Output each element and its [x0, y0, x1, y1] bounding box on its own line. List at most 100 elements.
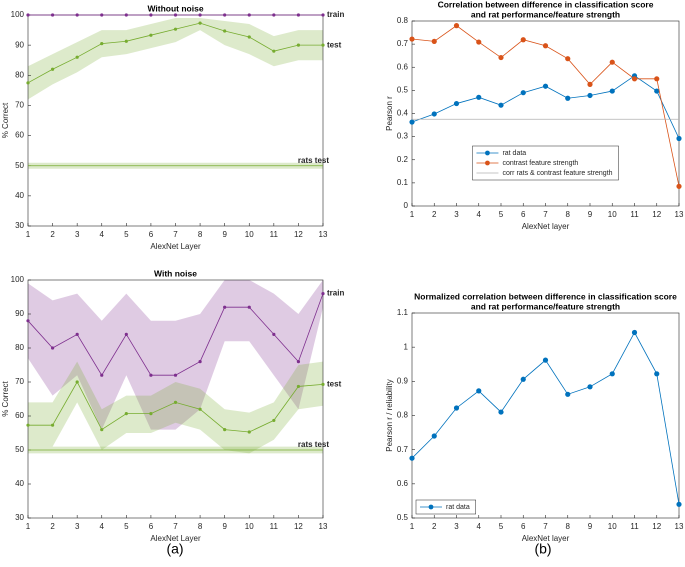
marker	[198, 407, 202, 411]
marker	[124, 39, 128, 43]
marker	[149, 13, 153, 17]
marker	[587, 92, 593, 99]
x-tick-label: 4	[477, 210, 482, 219]
series-label: rats test	[298, 440, 329, 449]
y-tick-label: 40	[15, 191, 24, 200]
marker	[75, 55, 79, 59]
marker	[50, 423, 55, 427]
legend-marker	[485, 160, 490, 166]
x-tick-label: 5	[124, 230, 129, 239]
marker	[247, 430, 251, 434]
marker	[26, 423, 30, 427]
y-tick-label: 40	[15, 479, 24, 488]
marker	[296, 384, 301, 389]
marker	[453, 23, 460, 29]
y-tick-label: 70	[15, 101, 24, 110]
x-tick-label: 10	[245, 230, 254, 239]
marker	[676, 183, 682, 189]
series-label: rats test	[298, 156, 329, 165]
marker	[272, 49, 276, 53]
x-tick-label: 12	[294, 230, 303, 239]
marker	[565, 391, 571, 397]
x-tick-label: 3	[75, 230, 80, 239]
x-axis-label: AlexNet Layer	[150, 242, 201, 251]
marker	[26, 13, 30, 17]
marker	[498, 102, 504, 108]
x-tick-label: 12	[652, 210, 661, 219]
y-axis-label: Pearson r / reliability	[385, 379, 394, 451]
x-tick-label: 11	[630, 522, 639, 531]
marker	[565, 56, 571, 62]
marker	[520, 37, 526, 43]
x-tick-label: 1	[410, 210, 415, 219]
x-tick-label: 13	[319, 522, 328, 531]
marker	[223, 13, 227, 17]
series-label: test	[327, 40, 342, 49]
y-tick-label: 30	[15, 513, 24, 522]
marker	[609, 88, 615, 94]
chart-title: Correlation between difference in classi…	[438, 0, 654, 9]
y-tick-label: 0.4	[397, 109, 409, 118]
marker	[431, 433, 437, 439]
y-tick-label: 30	[15, 221, 24, 230]
marker	[247, 305, 251, 309]
marker	[50, 346, 55, 350]
marker	[149, 373, 153, 377]
marker	[498, 409, 504, 415]
legend-label: rat data	[502, 150, 526, 157]
marker	[296, 43, 301, 47]
x-tick-label: 6	[149, 522, 154, 531]
series-label: train	[327, 10, 344, 19]
x-tick-label: 1	[410, 522, 415, 531]
x-tick-label: 9	[222, 522, 227, 531]
x-tick-label: 2	[50, 522, 55, 531]
y-tick-label: 70	[15, 377, 24, 386]
x-tick-label: 4	[100, 522, 105, 531]
x-tick-label: 6	[149, 230, 154, 239]
marker	[476, 39, 482, 45]
y-tick-label: 80	[15, 70, 24, 79]
marker	[296, 13, 301, 17]
y-tick-label: 1	[404, 342, 409, 351]
y-tick-label: 0.2	[397, 155, 409, 164]
marker	[654, 76, 660, 82]
marker	[223, 29, 227, 33]
x-tick-label: 9	[222, 230, 227, 239]
x-tick-label: 2	[432, 522, 437, 531]
y-tick-label: 0.1	[397, 178, 409, 187]
y-tick-label: 0.8	[397, 411, 409, 420]
x-tick-label: 7	[543, 522, 548, 531]
y-tick-label: 0.5	[397, 513, 409, 522]
x-tick-label: 4	[100, 230, 105, 239]
marker	[565, 95, 571, 101]
marker	[520, 90, 526, 96]
marker	[296, 360, 301, 364]
y-axis-label: Pearson r	[385, 96, 394, 131]
chart-title: and rat performance/feature strength	[471, 301, 620, 311]
x-tick-label: 1	[26, 522, 31, 531]
marker	[409, 36, 415, 42]
marker	[223, 428, 227, 432]
x-tick-label: 13	[319, 230, 328, 239]
y-tick-label: 90	[15, 40, 24, 49]
marker	[654, 371, 660, 377]
y-tick-label: 100	[11, 275, 25, 284]
series-label: test	[327, 379, 342, 388]
y-axis-label: % Correct	[1, 102, 10, 138]
legend-label: rat data	[446, 504, 470, 511]
y-tick-label: 0.6	[397, 479, 409, 488]
x-tick-label: 5	[124, 522, 129, 531]
chart-title: and rat performance/feature strength	[471, 9, 620, 19]
x-tick-label: 8	[566, 210, 571, 219]
y-tick-label: 100	[11, 10, 25, 19]
marker	[75, 332, 79, 336]
marker	[198, 360, 202, 364]
y-tick-label: 0.7	[397, 445, 409, 454]
marker	[431, 111, 437, 117]
x-tick-label: 9	[588, 210, 593, 219]
caption: (a)	[166, 541, 183, 557]
y-tick-label: 50	[15, 445, 24, 454]
x-tick-label: 11	[270, 522, 279, 531]
y-tick-label: 50	[15, 161, 24, 170]
x-tick-label: 3	[454, 522, 459, 531]
